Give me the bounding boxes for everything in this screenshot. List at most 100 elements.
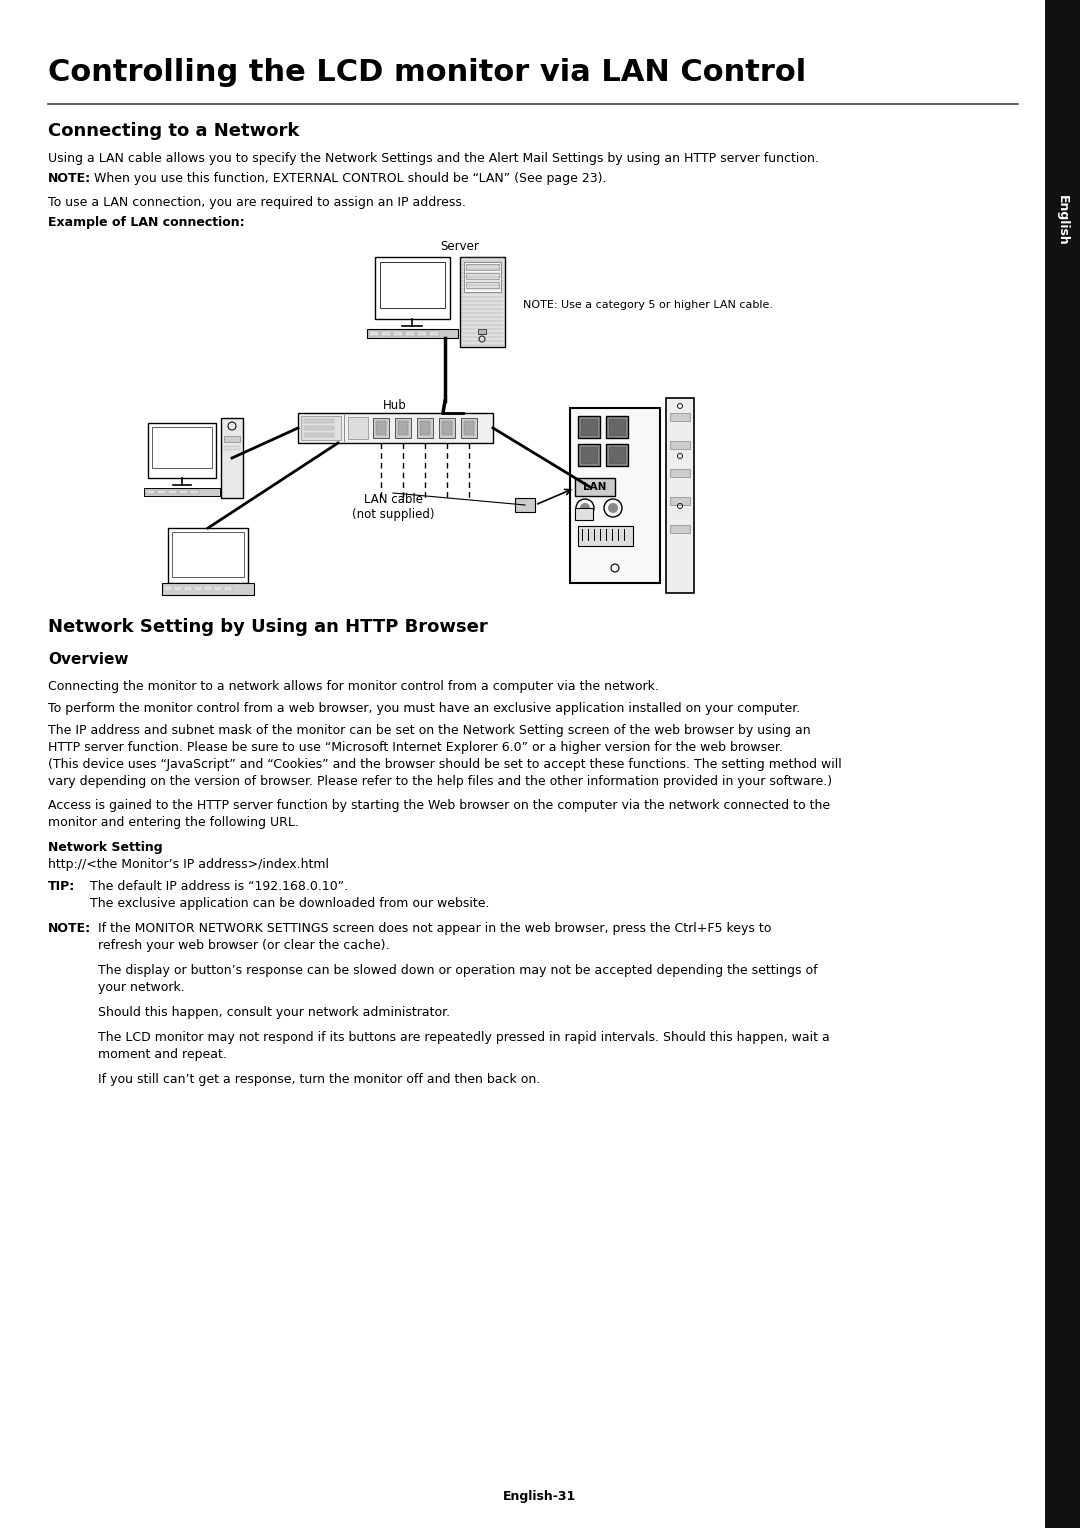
Bar [172,532,244,578]
Bar [367,329,458,338]
Bar [174,587,183,591]
Text: monitor and entering the following URL.: monitor and entering the following URL. [48,816,299,830]
Text: Connecting the monitor to a network allows for monitor control from a computer v: Connecting the monitor to a network allo… [48,680,659,694]
Bar [144,487,220,497]
Bar [399,422,408,435]
Bar [179,490,188,494]
Bar [348,417,368,439]
Circle shape [580,503,590,513]
Bar [184,587,192,591]
Bar [148,423,216,478]
Bar [194,587,202,591]
Text: The LCD monitor may not respond if its buttons are repeatedly pressed in rapid i: The LCD monitor may not respond if its b… [98,1031,829,1044]
Bar [224,446,240,451]
Bar [570,408,660,584]
Bar [670,526,690,533]
Bar [1045,0,1080,1528]
Bar [578,416,600,439]
Bar [395,419,411,439]
Text: The display or button’s response can be slowed down or operation may not be acce: The display or button’s response can be … [98,964,818,976]
Bar [168,490,177,494]
Text: Should this happen, consult your network administrator.: Should this happen, consult your network… [98,1005,450,1019]
Text: Example of LAN connection:: Example of LAN connection: [48,215,245,229]
Text: moment and repeat.: moment and repeat. [98,1048,227,1060]
Text: Access is gained to the HTTP server function by starting the Web browser on the : Access is gained to the HTTP server func… [48,799,831,811]
Bar [578,526,633,545]
Text: Network Setting by Using an HTTP Browser: Network Setting by Using an HTTP Browser [48,617,488,636]
Bar [214,587,222,591]
Bar [465,264,499,270]
Bar [420,422,430,435]
Bar [224,587,232,591]
Bar [575,478,615,497]
Bar [375,257,450,319]
Bar [303,432,334,437]
Text: LAN: LAN [583,481,607,492]
Bar [465,274,499,280]
Bar [381,332,391,336]
Text: your network.: your network. [98,981,185,995]
Bar [417,332,427,336]
Text: Hub: Hub [383,399,407,413]
Text: If the MONITOR NETWORK SETTINGS screen does not appear in the web browser, press: If the MONITOR NETWORK SETTINGS screen d… [98,921,771,935]
Text: To perform the monitor control from a web browser, you must have an exclusive ap: To perform the monitor control from a we… [48,701,800,715]
Bar [609,419,625,435]
Bar [152,426,212,468]
Bar [666,397,694,593]
Text: The exclusive application can be downloaded from our website.: The exclusive application can be downloa… [90,897,489,911]
Bar [460,257,505,347]
Text: NOTE:: NOTE: [48,173,91,185]
Bar [581,448,597,463]
Bar [464,261,501,292]
Text: English-31: English-31 [503,1490,577,1504]
Bar [429,332,438,336]
Bar [581,419,597,435]
Bar [465,283,499,287]
Bar [157,490,166,494]
Text: Server: Server [441,240,480,254]
Text: vary depending on the version of browser. Please refer to the help files and the: vary depending on the version of browser… [48,775,832,788]
Bar [303,426,334,429]
Bar [298,413,492,443]
Bar [162,584,254,594]
Text: Controlling the LCD monitor via LAN Control: Controlling the LCD monitor via LAN Cont… [48,58,807,87]
Bar [369,332,379,336]
Bar [373,419,389,439]
Text: HTTP server function. Please be sure to use “Microsoft Internet Explorer 6.0” or: HTTP server function. Please be sure to … [48,741,783,753]
Bar [515,498,535,512]
Text: Using a LAN cable allows you to specify the Network Settings and the Alert Mail : Using a LAN cable allows you to specify … [48,151,819,165]
Bar [606,416,627,439]
Text: refresh your web browser (or clear the cache).: refresh your web browser (or clear the c… [98,940,390,952]
Bar [146,490,156,494]
Text: The IP address and subnet mask of the monitor can be set on the Network Setting : The IP address and subnet mask of the mo… [48,724,811,736]
Bar [575,507,593,520]
Text: TIP:: TIP: [48,880,76,892]
Text: NOTE: Use a category 5 or higher LAN cable.: NOTE: Use a category 5 or higher LAN cab… [523,299,773,310]
Text: Connecting to a Network: Connecting to a Network [48,122,299,141]
Text: Overview: Overview [48,652,129,668]
Bar [204,587,212,591]
Bar [438,419,455,439]
Bar [190,490,199,494]
Bar [606,445,627,466]
Bar [442,422,453,435]
Bar [393,332,403,336]
Bar [405,332,415,336]
Bar [221,419,243,498]
Bar [303,419,334,423]
Text: If you still can’t get a response, turn the monitor off and then back on.: If you still can’t get a response, turn … [98,1073,540,1086]
Bar [168,529,248,584]
Text: (This device uses “JavaScript” and “Cookies” and the browser should be set to ac: (This device uses “JavaScript” and “Cook… [48,758,841,772]
Bar [478,329,486,335]
Text: NOTE:: NOTE: [48,921,91,935]
Bar [301,416,341,440]
Bar [380,261,445,309]
Text: The default IP address is “192.168.0.10”.: The default IP address is “192.168.0.10”… [90,880,348,892]
Circle shape [608,503,618,513]
Bar [464,422,474,435]
Bar [578,445,600,466]
Bar [417,419,433,439]
Bar [670,442,690,449]
Bar [376,422,386,435]
Bar [224,435,240,442]
